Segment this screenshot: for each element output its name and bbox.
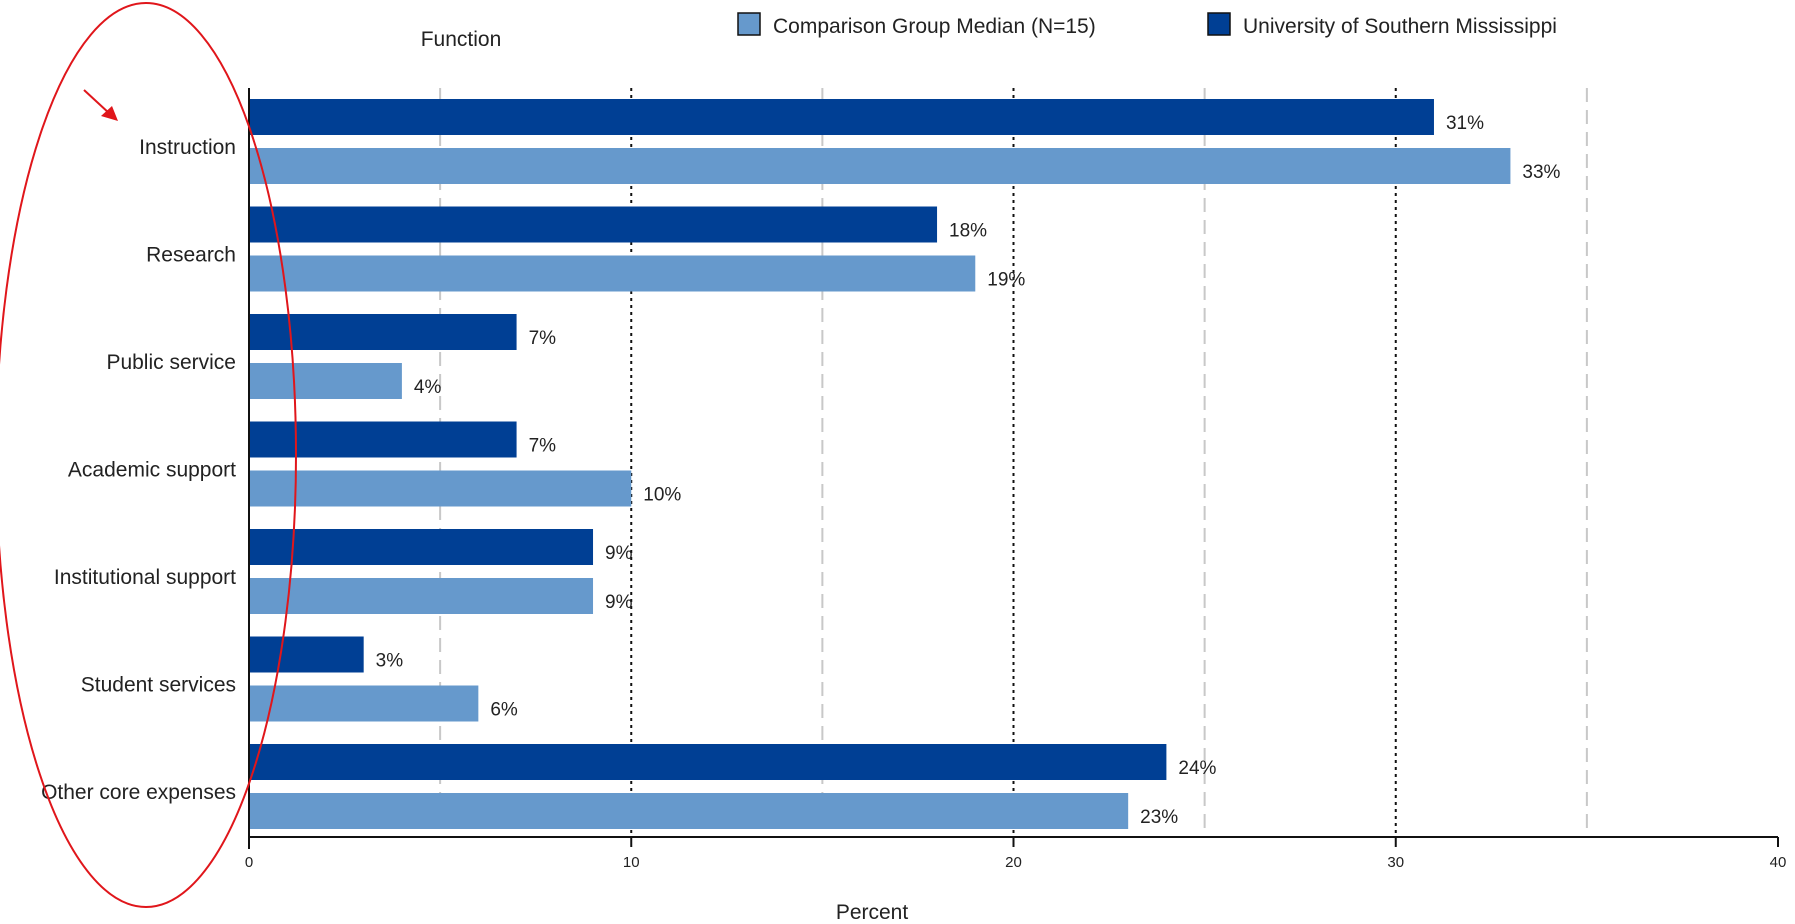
data-label: 7% (529, 436, 557, 457)
axes: 0 10 20 30 40 Percent Function (245, 28, 1787, 924)
bar (249, 793, 1129, 829)
category-label: Academic support (68, 459, 236, 482)
data-label: 19% (987, 270, 1025, 291)
data-label: 4% (414, 377, 442, 398)
data-label: 6% (490, 700, 518, 721)
arrow-head (101, 106, 118, 121)
category-label: Research (146, 244, 236, 267)
data-label: 9% (605, 543, 633, 564)
data-label: 9% (605, 592, 633, 613)
category-label: Instruction (139, 136, 236, 159)
data-label: 18% (949, 221, 987, 242)
category-label: Student services (81, 674, 236, 697)
data-label: 33% (1522, 162, 1560, 183)
category-label: Public service (106, 351, 236, 374)
legend-label: Comparison Group Median (N=15) (773, 15, 1096, 38)
data-label: 31% (1446, 113, 1484, 134)
bar (249, 99, 1434, 135)
bar (249, 529, 594, 565)
bar (249, 206, 938, 243)
bar (249, 148, 1511, 184)
x-tick-label: 20 (1005, 854, 1022, 871)
data-label: 24% (1178, 758, 1216, 779)
labels: 31% 33% Instruction 18% 19% Research 7% 4% Publi… (41, 113, 1560, 828)
bar (249, 470, 632, 507)
x-tick-label: 0 (245, 854, 253, 871)
x-tick-label: 10 (623, 854, 640, 871)
category-label: Institutional support (54, 566, 236, 589)
bar (249, 421, 517, 458)
bar (249, 578, 594, 614)
data-label: 3% (376, 651, 404, 672)
x-tick-label: 30 (1387, 854, 1404, 871)
category-label: Other core expenses (41, 781, 236, 804)
legend-label: University of Southern Mississippi (1243, 15, 1557, 38)
x-axis-title: Percent (836, 901, 909, 924)
category-header: Function (421, 28, 502, 51)
bar (249, 255, 976, 292)
grid (439, 88, 1588, 837)
legend-swatch (1207, 12, 1231, 36)
bar (249, 685, 479, 722)
highlight-ellipse (0, 2, 297, 908)
legend-swatch (737, 12, 761, 36)
bar (249, 744, 1167, 780)
x-tick-label: 40 (1770, 854, 1787, 871)
bar (249, 636, 364, 673)
annotations (0, 2, 297, 908)
bar (249, 314, 517, 350)
arrow-line (83, 89, 111, 115)
bars (249, 99, 1511, 829)
data-label: 7% (529, 328, 557, 349)
legend: Comparison Group Median (N=15) University… (737, 12, 1557, 38)
data-label: 23% (1140, 807, 1178, 828)
bar (249, 363, 402, 399)
data-label: 10% (643, 485, 681, 506)
